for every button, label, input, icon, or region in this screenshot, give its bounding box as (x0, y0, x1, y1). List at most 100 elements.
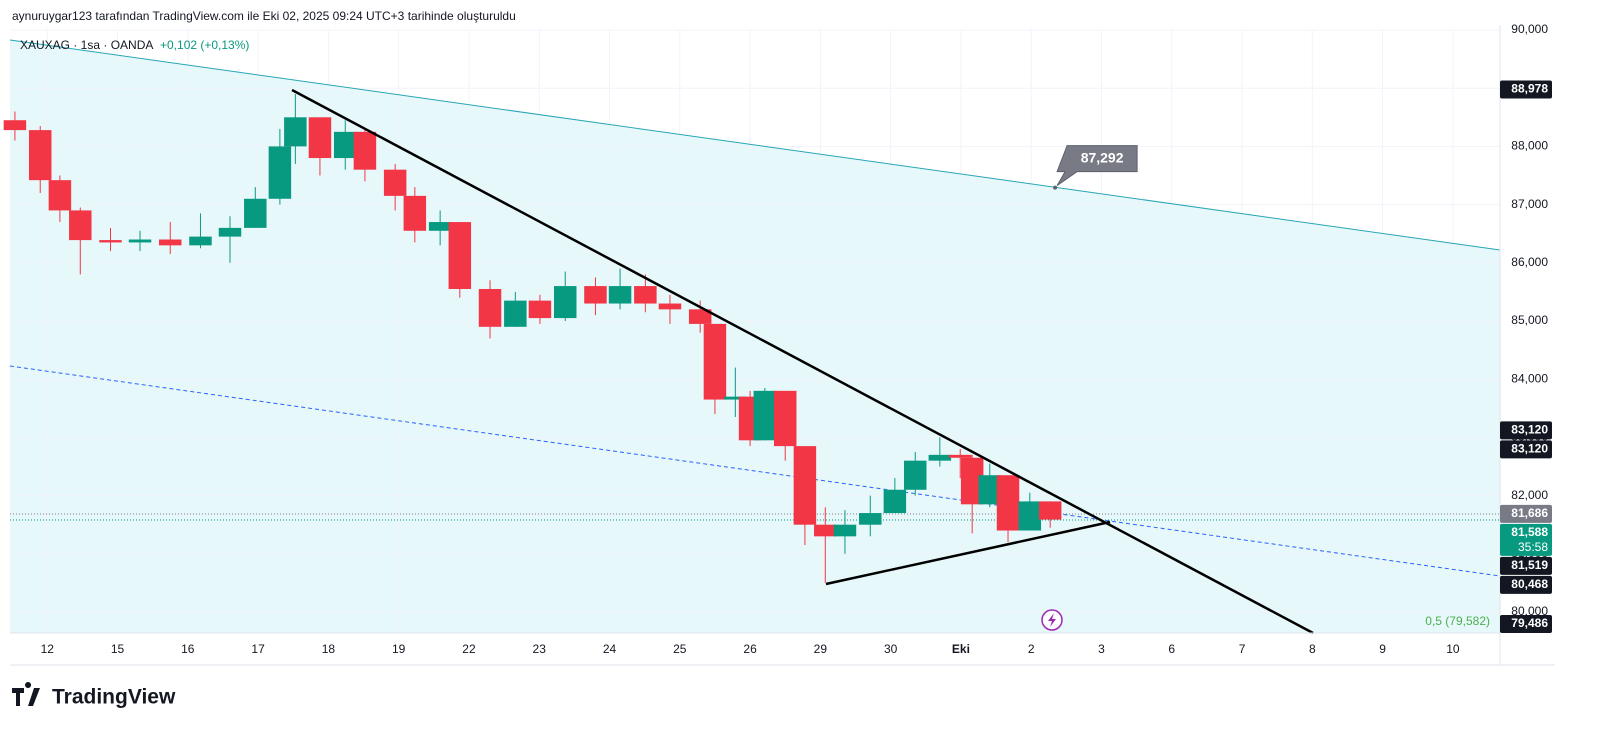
candle-body (189, 236, 212, 246)
price-label: 88,978 (1511, 82, 1548, 96)
logo: TradingView (12, 682, 176, 709)
candle-body (996, 475, 1020, 531)
x-tick-label: 15 (111, 642, 125, 656)
fib-label: 0,5 (79,582) (1425, 614, 1490, 628)
candle-body (1018, 501, 1042, 531)
y-tick-label: 86,000 (1511, 255, 1548, 269)
candle-body (753, 390, 777, 441)
candle-body (960, 457, 984, 505)
price-label-box (1500, 80, 1552, 99)
x-tick-label: 24 (603, 642, 617, 656)
candle-body (268, 146, 292, 199)
candle-body (724, 396, 747, 400)
price-label: 83,120 (1511, 423, 1548, 437)
callout-point (1053, 185, 1058, 190)
change: +0,102 (+0,13%) (160, 38, 249, 52)
x-tick-label: 12 (41, 642, 55, 656)
x-tick-label: 7 (1239, 642, 1246, 656)
candle-body (334, 131, 357, 159)
y-tick-label: 80,000 (1511, 604, 1548, 618)
candle-body (504, 300, 527, 327)
x-tick-label: 10 (1446, 642, 1460, 656)
candle-body (478, 288, 502, 327)
candle-body (814, 524, 837, 537)
symbol: XAUXAG · 1sa · OANDA (20, 38, 153, 52)
logo-icon (12, 682, 40, 706)
candle-body (793, 446, 817, 525)
candle-body (833, 524, 857, 537)
y-tick-label: 85,000 (1511, 313, 1548, 327)
x-tick-label: 16 (181, 642, 195, 656)
candle-body (703, 323, 727, 400)
x-tick-label: 22 (462, 642, 476, 656)
candle-body (528, 300, 552, 319)
price-timer: 35:58 (1518, 540, 1548, 554)
price-label-box (1500, 556, 1552, 575)
candle-body (688, 309, 712, 324)
price-label: 81,519 (1511, 558, 1548, 572)
x-tick-label: 23 (533, 642, 547, 656)
event-icon-bolt (1048, 613, 1056, 627)
x-tick-label: 2 (1028, 642, 1035, 656)
y-tick-label: 90,000 (1511, 22, 1548, 36)
candle-body (904, 460, 927, 490)
channel-line (9, 39, 1501, 251)
candle-body (128, 239, 152, 243)
dashed-line (9, 365, 1501, 577)
candle-body (48, 180, 72, 211)
x-tick-label: 9 (1379, 642, 1386, 656)
candle-body (448, 222, 472, 289)
candle-body (634, 286, 657, 304)
candle-body (428, 222, 452, 231)
candle-body (159, 239, 182, 246)
candle-body (69, 210, 92, 241)
price-label: 81,686 (1511, 506, 1548, 520)
price-label: 80,468 (1511, 577, 1548, 591)
trend-line (825, 520, 1111, 586)
brand: TradingView (52, 686, 176, 709)
x-tick-label: 25 (673, 642, 687, 656)
callout-label: 87,292 (1081, 149, 1124, 165)
x-tick-label: 29 (814, 642, 828, 656)
price-label-box (1500, 523, 1552, 556)
callout-box (1056, 145, 1138, 187)
x-tick-label: 8 (1309, 642, 1316, 656)
x-tick-label: 6 (1168, 642, 1175, 656)
x-tick-label: 30 (884, 642, 898, 656)
y-tick-label: 84,000 (1511, 371, 1548, 385)
candle-body (1038, 501, 1062, 520)
candle-body (308, 117, 332, 159)
price-label-box (1500, 575, 1552, 594)
candle-body (403, 195, 427, 231)
candle-body (284, 117, 307, 147)
candle-body (218, 227, 242, 237)
x-tick-label: 18 (322, 642, 336, 656)
candle-body (28, 130, 52, 181)
candle-body (584, 286, 607, 304)
candle-body (3, 120, 27, 131)
x-tick-label: 19 (392, 642, 406, 656)
price-label: 81,588 (1511, 525, 1548, 539)
candle-body (244, 198, 267, 228)
header: aynuruygar123 tarafından TradingView.com… (12, 9, 516, 23)
candle-body (658, 303, 682, 310)
x-tick-label: 17 (251, 642, 265, 656)
candle-body (353, 131, 377, 170)
candle-body (99, 240, 122, 243)
x-tick-label: 26 (743, 642, 757, 656)
x-tick-label: 3 (1098, 642, 1105, 656)
price-label-box (1500, 440, 1552, 459)
y-tick-label: 82,000 (1511, 488, 1548, 502)
y-tick-label: 87,000 (1511, 197, 1548, 211)
x-tick-label: Eki (952, 642, 970, 656)
candle-body (553, 286, 577, 319)
price-label: 79,486 (1511, 616, 1548, 630)
candle-body (978, 475, 1001, 505)
candle-body (383, 169, 407, 196)
candle-body (883, 489, 907, 514)
candle-body (859, 513, 882, 525)
price-label-box (1500, 421, 1552, 440)
candle-body (608, 286, 632, 304)
price-label: 83,120 (1511, 442, 1548, 456)
